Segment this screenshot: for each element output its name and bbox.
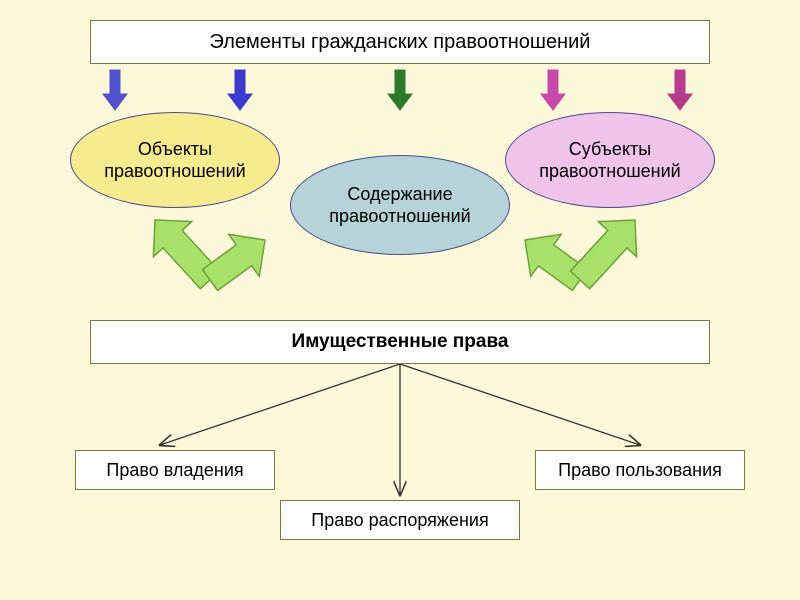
title-box: Элементы гражданских правоотношений <box>90 20 710 64</box>
property-rights-box: Имущественные права <box>90 320 710 364</box>
property-rights-text: Имущественные права <box>292 331 509 352</box>
down-arrow-icon <box>388 70 412 110</box>
leaf-disposal-text: Право распоряжения <box>311 510 488 531</box>
down-arrow-icon <box>668 70 692 110</box>
curved-arrow-icon <box>525 234 588 290</box>
ellipse-subjects: Субъекты правоотношений <box>505 112 715 208</box>
down-arrow-icon <box>103 70 127 110</box>
title-text: Элементы гражданских правоотношений <box>210 31 591 54</box>
leaf-use-text: Право пользования <box>558 460 722 481</box>
down-arrow-icon <box>541 70 565 110</box>
down-arrow-icon <box>228 70 252 110</box>
leaf-ownership-box: Право владения <box>75 450 275 490</box>
connector-arrow-icon <box>160 364 400 445</box>
ellipse-content-line1: Содержание <box>347 184 452 204</box>
curved-arrow-icon <box>570 220 636 289</box>
ellipse-content: Содержание правоотношений <box>290 155 510 255</box>
connector-arrow-icon <box>400 364 640 445</box>
ellipse-objects-line1: Объекты <box>138 139 212 159</box>
curved-arrow-icon <box>202 234 265 290</box>
ellipse-objects: Объекты правоотношений <box>70 112 280 208</box>
curved-arrow-icon <box>153 220 219 289</box>
leaf-ownership-text: Право владения <box>106 460 243 481</box>
leaf-use-box: Право пользования <box>535 450 745 490</box>
ellipse-subjects-line1: Субъекты <box>569 139 651 159</box>
ellipse-subjects-line2: правоотношений <box>539 161 680 181</box>
leaf-disposal-box: Право распоряжения <box>280 500 520 540</box>
ellipse-content-line2: правоотношений <box>329 206 470 226</box>
ellipse-objects-line2: правоотношений <box>104 161 245 181</box>
